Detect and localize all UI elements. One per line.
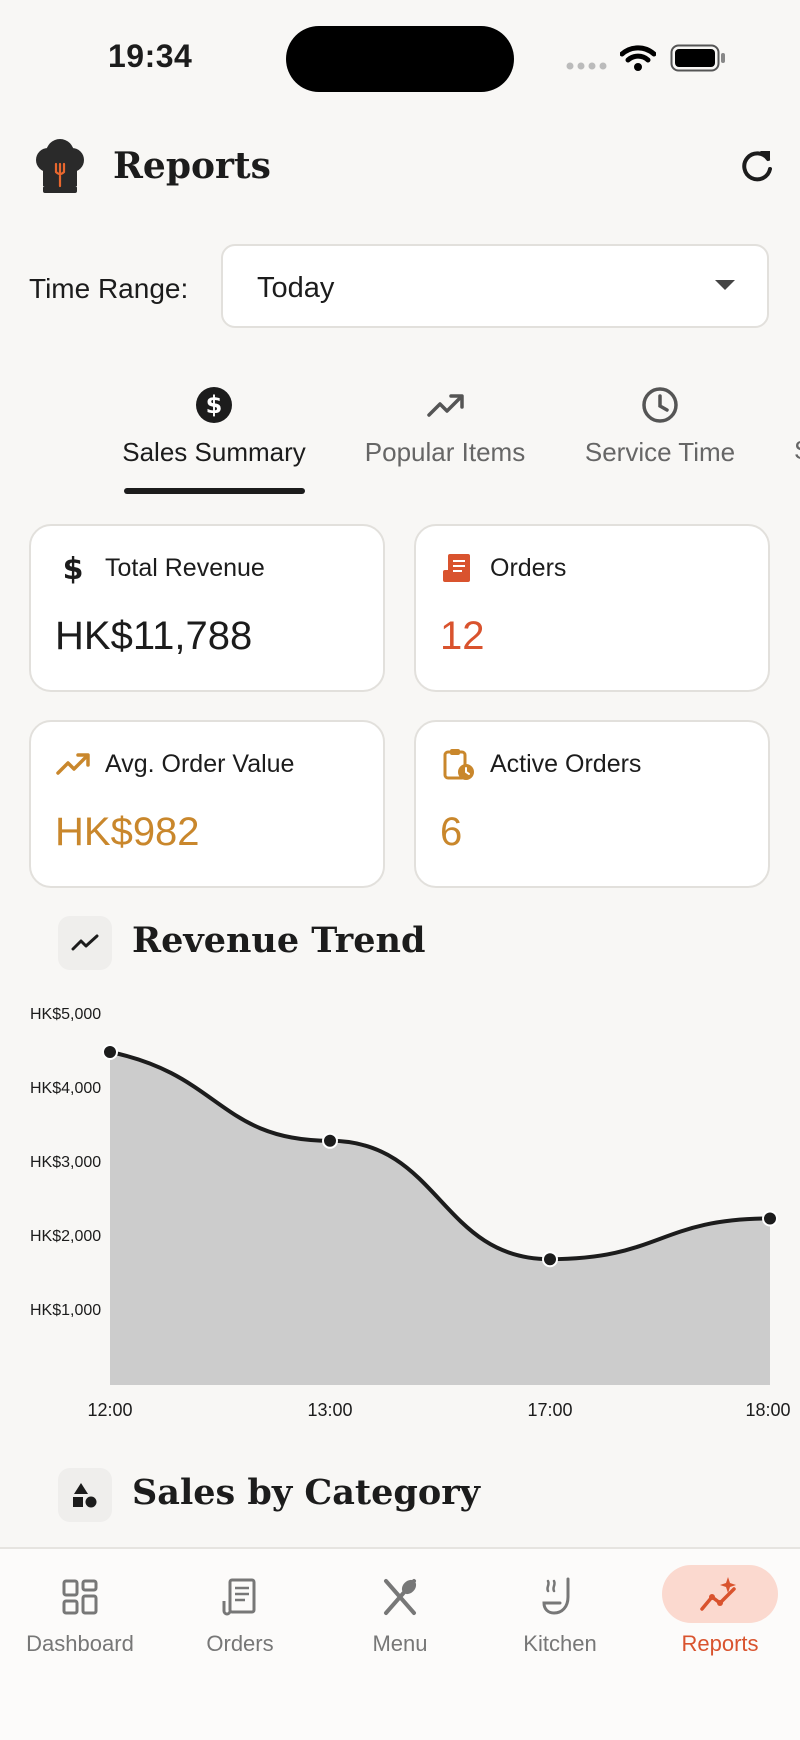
nav-reports[interactable]: Reports (640, 1563, 800, 1663)
card-label: Avg. Order Value (105, 750, 295, 778)
page-title: Reports (113, 145, 271, 187)
tab-sales-summary[interactable]: $ Sales Summary (114, 385, 314, 495)
section-icon-box (58, 916, 112, 970)
receipt-icon (222, 1578, 256, 1616)
receipt-icon (443, 554, 470, 582)
wifi-icon (620, 45, 656, 71)
series-line (109, 1050, 771, 1262)
y-tick-label: HK$2,000 (30, 1228, 102, 1245)
chef-hat-logo-icon (36, 139, 84, 193)
clipboard-clock-icon (443, 749, 474, 780)
clock-icon (642, 387, 678, 423)
trending-up-icon (427, 394, 464, 417)
tab-label: Popular Items (364, 437, 526, 467)
ladle-icon (542, 1577, 570, 1615)
card-label: Total Revenue (105, 554, 265, 582)
active-tab-indicator (124, 488, 305, 494)
x-tick-label: 18:00 (745, 1400, 791, 1420)
area-fill (110, 1052, 770, 1385)
nav-dashboard[interactable]: Dashboard (0, 1563, 160, 1663)
nav-label: Reports (681, 1631, 759, 1656)
section-icon-box (58, 1468, 112, 1522)
time-range-selected: Today (257, 272, 335, 304)
data-point[interactable] (762, 1210, 778, 1227)
card-active-orders: Active Orders 6 (414, 720, 770, 888)
status-bar: 19:34 (0, 0, 800, 110)
revenue-trend-svg (102, 1044, 778, 1385)
card-label: Orders (490, 554, 567, 582)
report-tabs: $ Sales Summary Popular Items Service Ti… (0, 385, 800, 495)
active-nav-pill (662, 1565, 778, 1623)
x-tick-label: 12:00 (87, 1400, 133, 1420)
tab-label: Service Time (584, 437, 736, 467)
tab-overflow-label[interactable]: S (794, 435, 800, 466)
nav-orders[interactable]: Orders (160, 1563, 320, 1663)
card-total-revenue: $ Total Revenue HK$11,788 (29, 524, 385, 692)
x-tick-label: 17:00 (527, 1400, 573, 1420)
cellular-signal-icon (566, 62, 607, 70)
tab-service-time[interactable]: Service Time (570, 385, 750, 495)
card-value: HK$982 (55, 810, 200, 854)
time-range-row: Time Range: Today (0, 243, 800, 333)
trend-line-icon (71, 934, 99, 951)
y-tick-label: HK$3,000 (30, 1154, 102, 1171)
x-tick-label: 13:00 (307, 1400, 353, 1420)
svg-text:$: $ (206, 391, 223, 419)
card-value: HK$11,788 (55, 614, 253, 658)
dollar-circle-icon: $ (196, 387, 232, 423)
nav-menu[interactable]: Menu (320, 1563, 480, 1663)
card-avg-order-value: Avg. Order Value HK$982 (29, 720, 385, 888)
card-value: 6 (440, 810, 463, 854)
app-header: Reports (0, 125, 800, 205)
battery-icon (670, 44, 725, 72)
dollar-icon: $ (63, 552, 84, 586)
section-title: Sales by Category (132, 1472, 480, 1513)
card-value: 12 (440, 614, 485, 658)
data-point[interactable] (322, 1132, 338, 1149)
data-point[interactable] (542, 1251, 558, 1268)
nav-kitchen[interactable]: Kitchen (480, 1563, 640, 1663)
y-tick-label: HK$5,000 (30, 1006, 102, 1023)
refresh-icon[interactable] (736, 145, 778, 187)
data-point[interactable] (102, 1044, 118, 1060)
revenue-trend-header: Revenue Trend (58, 916, 758, 972)
tab-label: Sales Summary (122, 437, 306, 467)
chevron-down-icon (715, 280, 735, 290)
status-time: 19:34 (108, 38, 193, 74)
dynamic-island (286, 26, 514, 92)
y-tick-label: HK$1,000 (30, 1302, 102, 1319)
sales-by-category-header: Sales by Category (58, 1468, 758, 1524)
revenue-trend-chart: HK$5,000 HK$4,000 HK$3,000 HK$2,000 HK$1,000… (0, 995, 800, 1435)
time-range-label: Time Range: (29, 273, 189, 304)
nav-label: Orders (206, 1631, 274, 1656)
chart-sparkle-icon (700, 1577, 736, 1611)
nav-label: Dashboard (26, 1631, 134, 1656)
y-tick-label: HK$4,000 (30, 1080, 102, 1097)
section-title: Revenue Trend (132, 920, 426, 961)
fork-knife-icon (384, 1579, 417, 1615)
shapes-icon (73, 1483, 97, 1508)
nav-label: Menu (372, 1631, 428, 1656)
tab-popular-items[interactable]: Popular Items (352, 385, 538, 495)
bottom-nav: Dashboard Orders Menu Kitchen Report (0, 1547, 800, 1740)
dashboard-icon (62, 1579, 98, 1615)
card-orders: Orders 12 (414, 524, 770, 692)
trending-up-icon (56, 753, 90, 775)
svg-text:$: $ (63, 552, 84, 586)
nav-label: Kitchen (523, 1631, 597, 1656)
card-label: Active Orders (490, 750, 642, 778)
time-range-dropdown[interactable]: Today (221, 244, 769, 328)
